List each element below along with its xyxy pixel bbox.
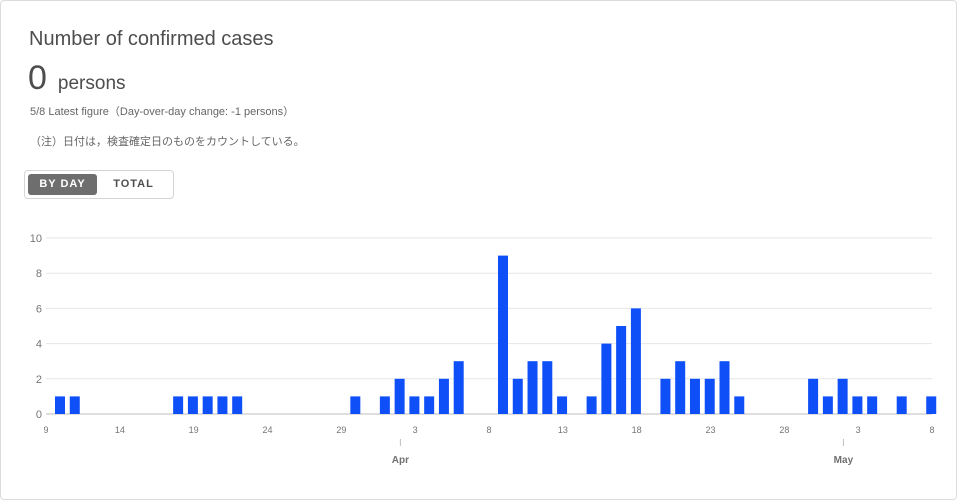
bar (586, 396, 597, 414)
x-tick-label: 8 (929, 425, 934, 435)
bar (542, 361, 553, 414)
y-tick-label: 2 (36, 374, 42, 386)
bar (232, 396, 243, 414)
bar (512, 378, 523, 414)
bar (601, 343, 612, 414)
bar (689, 378, 700, 414)
bar (896, 396, 907, 414)
y-tick-label: 10 (30, 233, 42, 245)
y-tick-label: 0 (36, 409, 42, 421)
bar (173, 396, 184, 414)
bar (704, 378, 715, 414)
date-note: （注）日付は，検査確定日のものをカウントしている。 (30, 136, 305, 148)
bar (498, 255, 508, 414)
bar (852, 396, 863, 414)
latest-figure: 5/8 Latest figure（Day-over-day change: -… (30, 106, 295, 118)
bar (616, 326, 627, 414)
bar (837, 378, 848, 414)
bar (660, 378, 671, 414)
bar (719, 361, 730, 414)
view-toggle: BY DAY TOTAL (24, 170, 174, 199)
by-day-button[interactable]: BY DAY (28, 174, 98, 195)
card-title: Number of confirmed cases (29, 28, 274, 50)
bar (55, 396, 65, 414)
x-tick-label: 8 (486, 425, 491, 435)
bar (527, 361, 538, 414)
x-tick-label: 23 (705, 425, 715, 435)
x-tick-label: 29 (336, 425, 346, 435)
total-button[interactable]: TOTAL (113, 178, 154, 190)
bar (202, 396, 213, 414)
bar (867, 396, 878, 414)
bar (630, 308, 641, 414)
summary-unit: persons (57, 73, 126, 94)
bar (926, 396, 937, 414)
month-label: Apr (392, 455, 409, 466)
bar (438, 378, 449, 414)
bar (350, 396, 361, 414)
x-tick-label: 19 (189, 425, 199, 435)
bar (557, 396, 568, 414)
y-tick-label: 8 (36, 268, 42, 280)
bar (69, 396, 80, 414)
bar (734, 396, 745, 414)
x-tick-label: 14 (115, 425, 125, 435)
x-tick-label: 24 (262, 425, 272, 435)
bar (675, 361, 686, 414)
y-tick-label: 6 (36, 303, 42, 315)
summary-value: 0 (28, 59, 47, 97)
bar (217, 396, 228, 414)
x-tick-label: 13 (558, 425, 568, 435)
x-tick-label: 3 (413, 425, 418, 435)
bar (379, 396, 390, 414)
bar (453, 361, 464, 414)
bar (424, 396, 435, 414)
x-tick-label: 18 (632, 425, 642, 435)
x-tick-label: 28 (779, 425, 789, 435)
bar (187, 396, 198, 414)
x-tick-label: 9 (43, 425, 48, 435)
bar (822, 396, 833, 414)
x-tick-label: 3 (856, 425, 861, 435)
y-tick-label: 4 (36, 339, 42, 351)
bar (808, 378, 819, 414)
bar (409, 396, 420, 414)
month-label: May (834, 455, 854, 466)
summary: 0 persons (28, 59, 126, 98)
bar (394, 378, 405, 414)
